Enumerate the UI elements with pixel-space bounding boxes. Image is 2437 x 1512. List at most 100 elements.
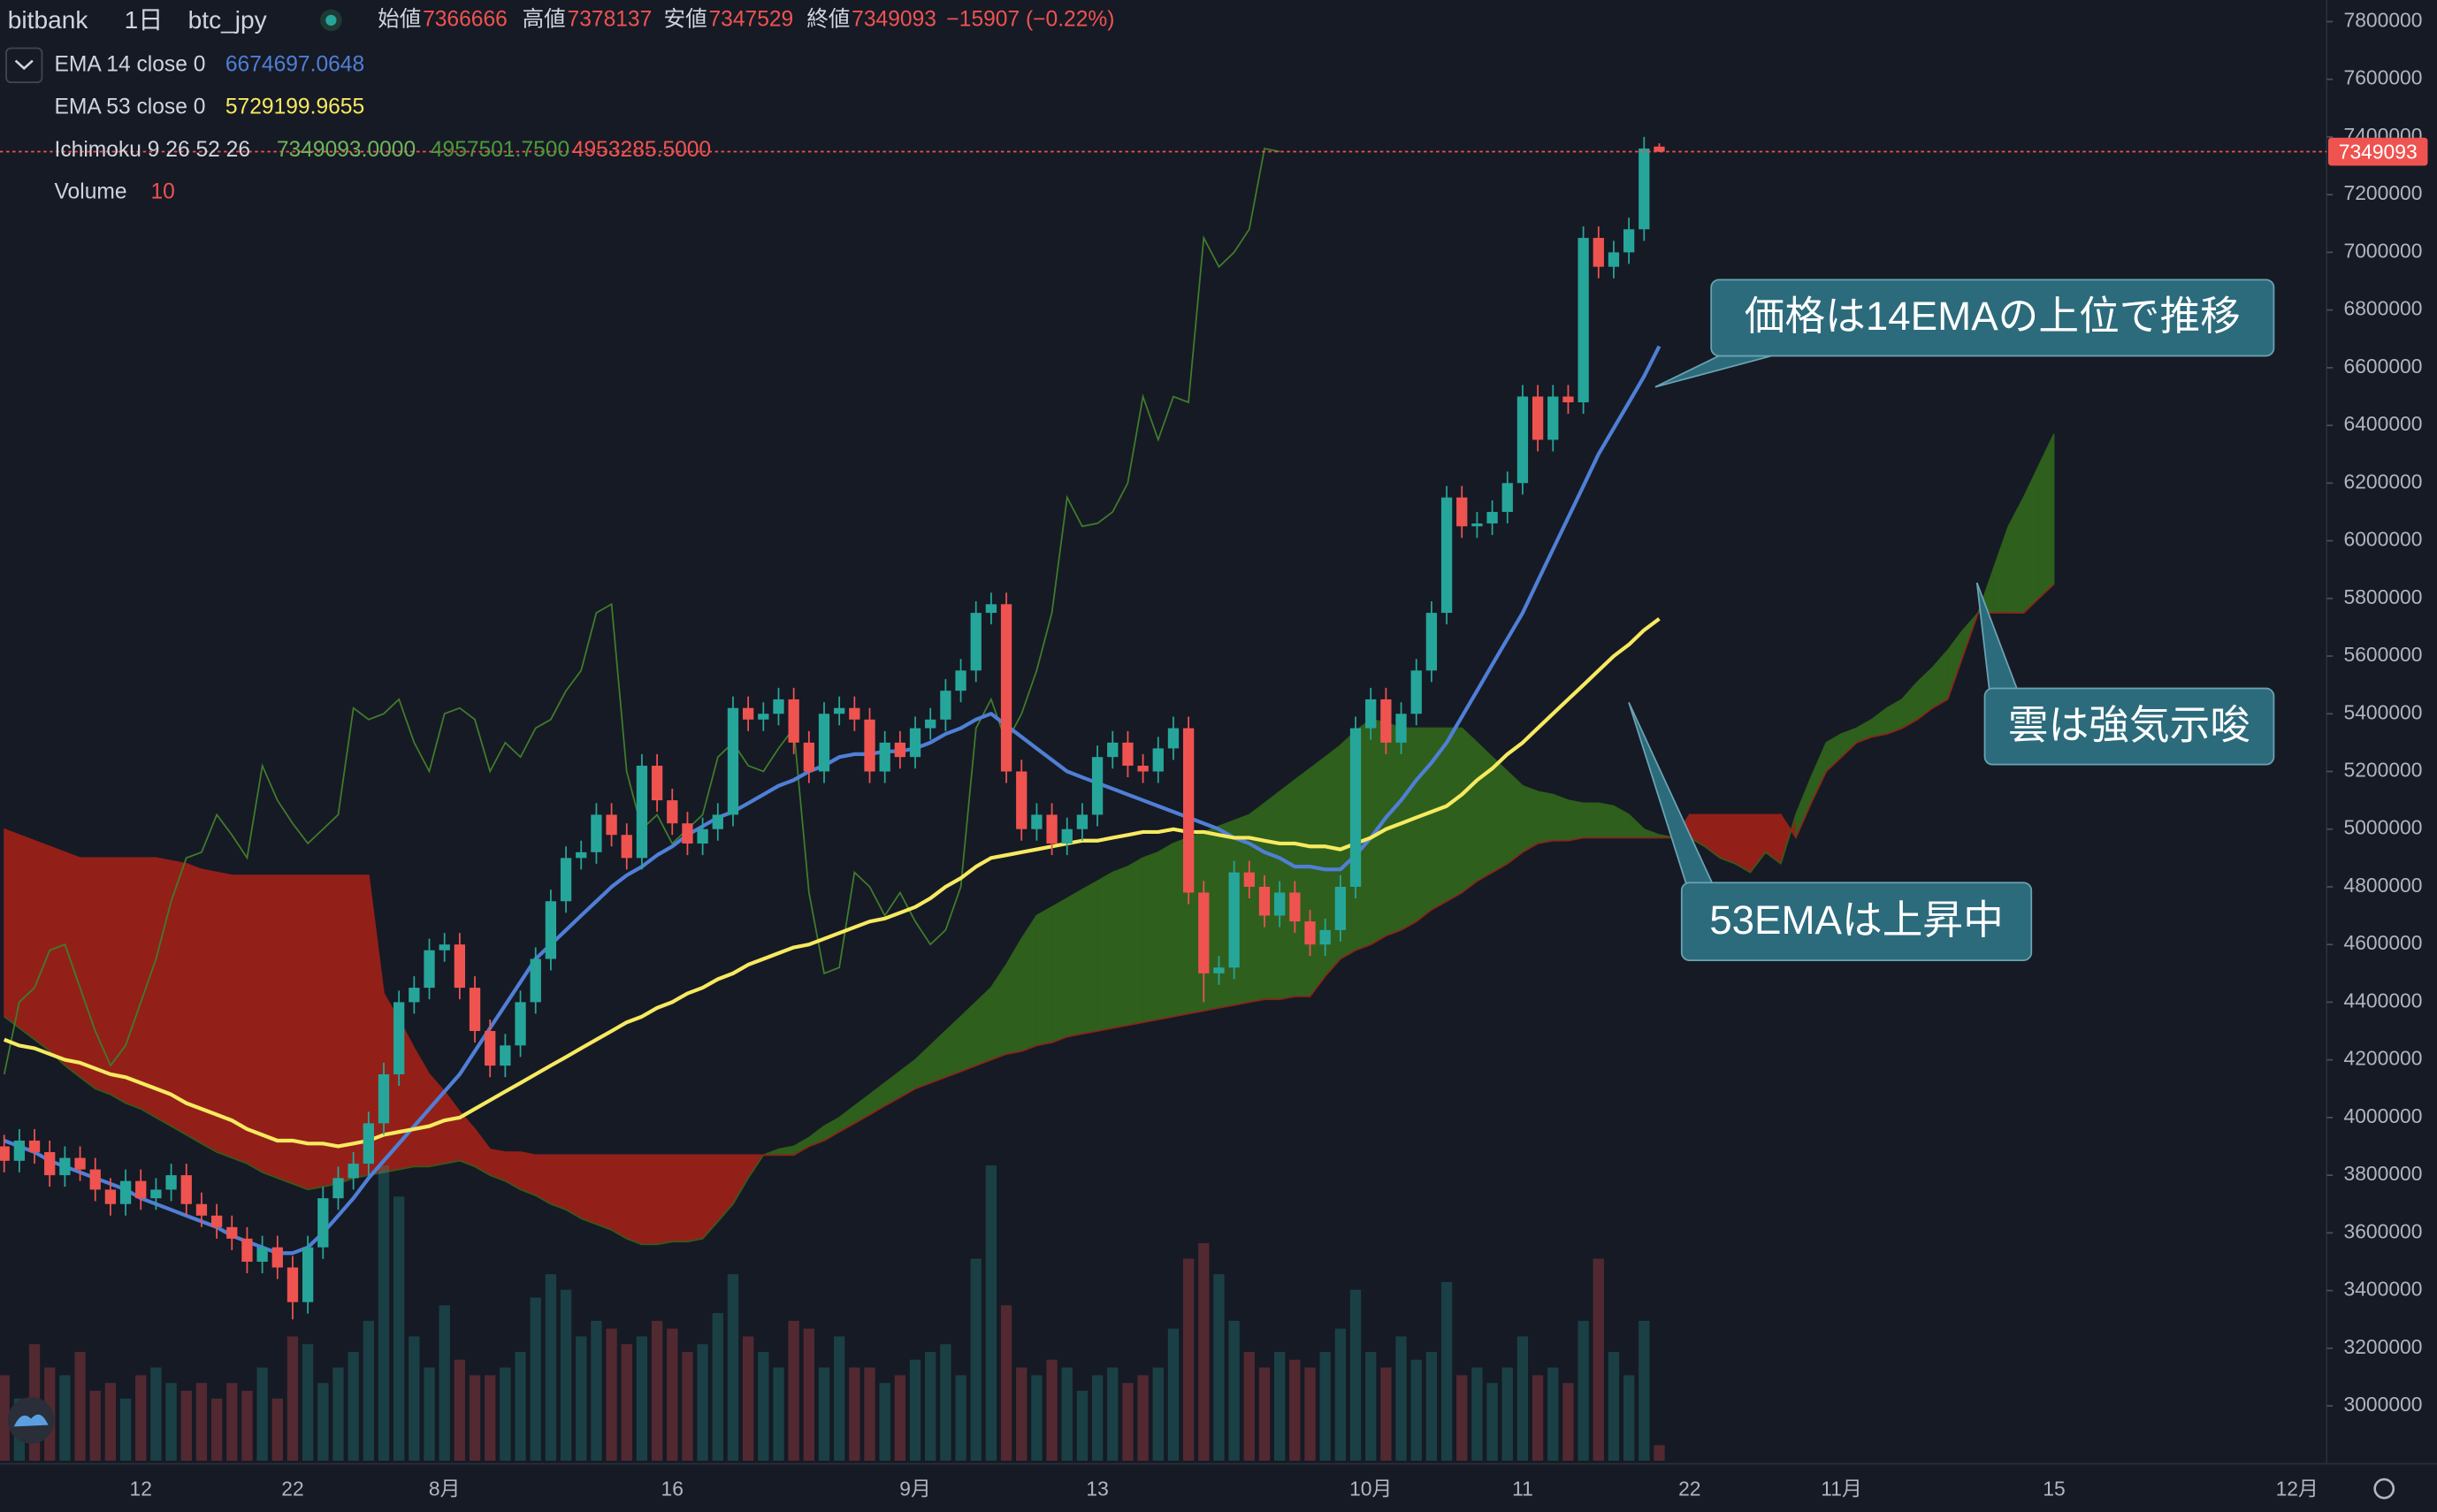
legend-toggle[interactable] [5,47,43,84]
cloud-segment [155,857,172,1127]
volume-bar [834,1336,845,1462]
volume-bar [1410,1359,1422,1462]
cloud-segment [1035,905,1053,1047]
candle-body [1365,699,1377,729]
volume-bar [1334,1328,1347,1462]
price-change: −15907 (−0.22%) [946,7,1114,31]
legend-name: Ichimoku 9 26 52 26 [55,138,251,162]
y-tick-label: 4000000 [2344,1104,2423,1127]
volume-bar [363,1320,374,1462]
candle-body [1182,728,1195,893]
cloud-segment [140,857,157,1119]
cloud-segment [34,840,50,1052]
candle-body [104,1189,117,1204]
x-tick-label: 8月 [429,1477,461,1500]
volume-bar [1000,1305,1012,1462]
cloud-segment [79,857,96,1090]
cloud-segment [1719,813,1736,865]
volume-bar [606,1328,617,1462]
ohlc-value: 7347529 [708,7,793,31]
candle-body [606,814,617,836]
cloud-segment [1537,790,1554,844]
candle-body [985,604,997,614]
candle-body [1547,396,1559,440]
volume-bar [925,1351,936,1462]
volume-bar [712,1313,723,1462]
legend-value: 4957501.7500 [431,138,569,162]
cloud-segment [565,1154,582,1219]
volume-bar [849,1367,860,1462]
candle-body [485,1031,496,1066]
volume-bar [1608,1351,1620,1462]
cloud-segment [277,874,294,1185]
candle-body [1137,765,1149,772]
candle-body [180,1175,192,1204]
legend-value: 4953285.5000 [572,138,711,162]
candle-body [834,707,845,714]
volume-bar [1274,1351,1286,1462]
volume-bar [1091,1375,1104,1462]
volume-bar [667,1328,678,1462]
candle-body [286,1267,299,1302]
volume-bar [682,1351,693,1462]
volume-bar [0,1375,10,1462]
volume-bar [697,1344,708,1462]
cloud-segment [1583,802,1600,838]
y-tick-label: 3000000 [2344,1393,2423,1416]
volume-bar [970,1258,982,1462]
ohlc-value: 7366666 [423,7,508,31]
x-tick-label: 10月 [1349,1477,1392,1500]
y-tick-label: 6400000 [2344,412,2423,435]
leading-span-a [4,433,2055,1246]
cloud-segment [1522,784,1539,853]
candle-body [1304,921,1316,945]
candle-body [1440,497,1453,614]
candle-body [1593,238,1604,267]
volume-bar [651,1320,663,1462]
volume-bar [1213,1274,1225,1462]
candle-body [758,714,769,720]
candle-body [1532,396,1544,440]
candle-body [515,1002,526,1046]
candle-body [1578,238,1589,402]
cloud-segment [1552,793,1569,842]
volume-bar [1349,1289,1362,1462]
volume-bar [135,1375,147,1462]
callout-text: 雲は強気示唆 [2008,702,2250,747]
candle-body [59,1157,71,1176]
candle-body [348,1164,359,1179]
candle-body [424,950,435,989]
volume-bar [348,1351,359,1462]
volume-bar [1547,1367,1559,1462]
cloud-segment [1066,889,1083,1038]
volume-bar [1182,1258,1195,1462]
volume-bar [1440,1281,1453,1462]
candle-body [1046,814,1058,844]
volume-bar [89,1390,101,1462]
candle-body [1152,748,1164,772]
candle-body [302,1247,314,1302]
symbol: btc_jpy [188,6,267,34]
callout-box [1983,687,2275,766]
cloud-segment [1446,728,1463,903]
volume-bar [241,1390,253,1462]
volume-bar [226,1383,238,1462]
volume-bar [180,1390,192,1462]
candle-body [818,714,830,772]
candle-body [1334,886,1347,930]
candle-body [576,851,587,859]
candle-body [591,814,602,852]
volume-bar [773,1367,784,1462]
candle-body [119,1180,132,1204]
volume-bar [742,1336,754,1462]
candle-body [697,829,708,844]
cloud-segment [125,857,141,1110]
y-tick-label: 3200000 [2344,1335,2423,1358]
candle-body [1258,886,1271,916]
volume-bar [803,1328,814,1462]
y-tick-label: 6600000 [2344,355,2423,378]
last-price-tag [2327,137,2428,166]
callout-text: 価格は14EMAの上位で推移 [1745,294,2241,339]
settings-icon[interactable] [2373,1478,2395,1500]
volume-bar [636,1336,648,1462]
